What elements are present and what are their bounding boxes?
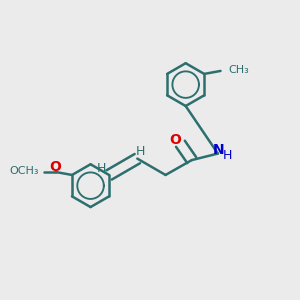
Text: O: O (50, 160, 62, 174)
Text: H: H (136, 145, 146, 158)
Text: N: N (213, 143, 225, 157)
Text: H: H (97, 162, 106, 175)
Text: OCH₃: OCH₃ (9, 167, 38, 176)
Text: CH₃: CH₃ (229, 65, 250, 75)
Text: H: H (223, 148, 232, 162)
Text: O: O (169, 133, 181, 147)
